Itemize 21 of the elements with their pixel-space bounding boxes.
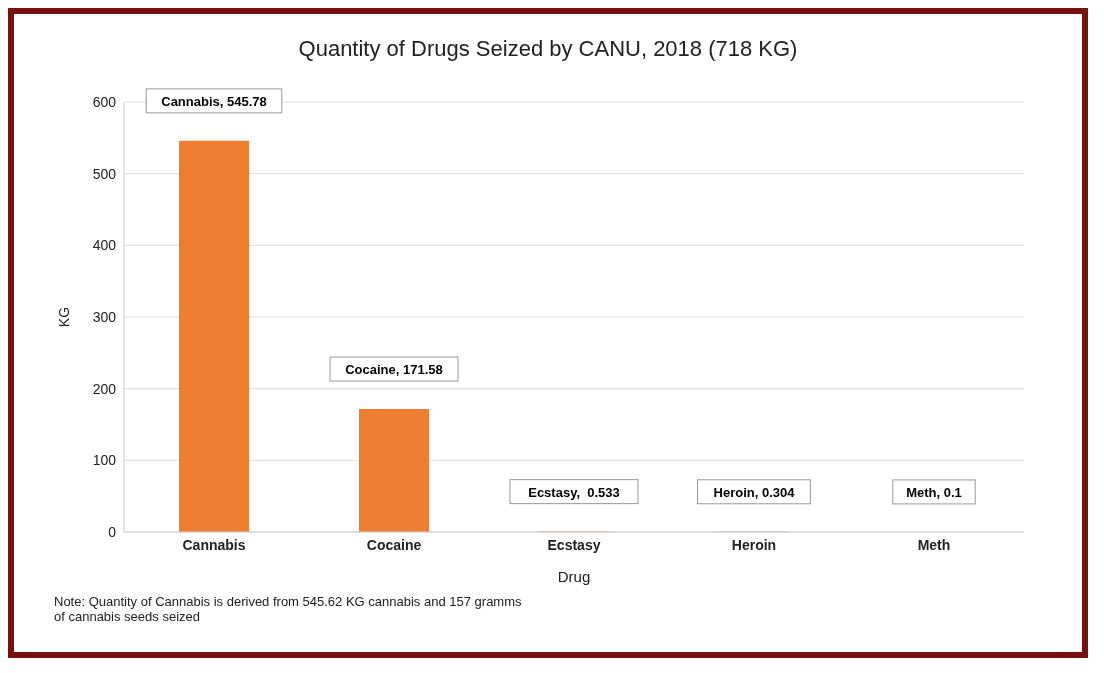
y-tick-label: 100 xyxy=(92,452,117,469)
y-axis-title: KG xyxy=(55,306,72,328)
y-tick-label: 400 xyxy=(92,237,117,254)
x-tick-label: Heroin xyxy=(731,536,777,553)
x-axis-title: Drug xyxy=(557,568,591,585)
chart-title: Quantity of Drugs Seized by CANU, 2018 (718 KG) xyxy=(297,35,799,62)
data-label: Ecstasy, 0.533 xyxy=(528,484,620,500)
data-label: Meth, 0.1 xyxy=(906,484,962,500)
x-tick-label: Cannabis xyxy=(182,536,246,553)
y-tick-label: 500 xyxy=(92,165,117,182)
data-label: Cocaine, 171.58 xyxy=(345,362,443,378)
text: Note: Quantity of Cannabis is derived from 545.62 KG cannabis and 157 gramms of cannabis seeds seized xyxy=(54,594,523,624)
x-tick-label: Cocaine xyxy=(366,536,422,553)
x-tick-label: Meth xyxy=(917,536,951,553)
data-label: Heroin, 0.304 xyxy=(713,484,796,500)
y-tick-label: 0 xyxy=(108,523,117,540)
y-tick-label: 600 xyxy=(92,93,117,110)
y-tick-label: 200 xyxy=(92,380,117,397)
y-tick-label: 300 xyxy=(92,308,117,325)
data-label: Cannabis, 545.78 xyxy=(161,93,267,109)
x-tick-label: Ecstasy xyxy=(547,536,601,553)
